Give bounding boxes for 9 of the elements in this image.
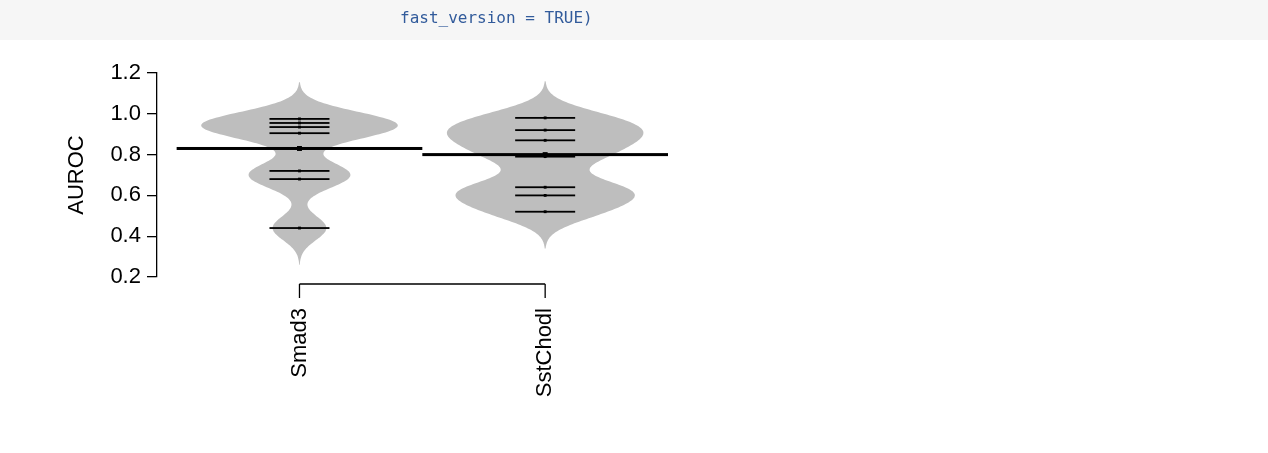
x-tick-label: Smad3 [285,308,311,378]
y-tick-label: 0.2 [110,263,141,289]
y-tick-label: 0.4 [110,222,141,248]
y-tick-label: 0.8 [110,140,141,166]
y-tick-label: 0.6 [110,181,141,207]
y-axis-title: AUROC [63,135,89,215]
y-tick-label: 1.2 [110,59,141,85]
x-tick-label: SstChodl [531,308,557,398]
y-tick-label: 1.0 [110,99,141,125]
